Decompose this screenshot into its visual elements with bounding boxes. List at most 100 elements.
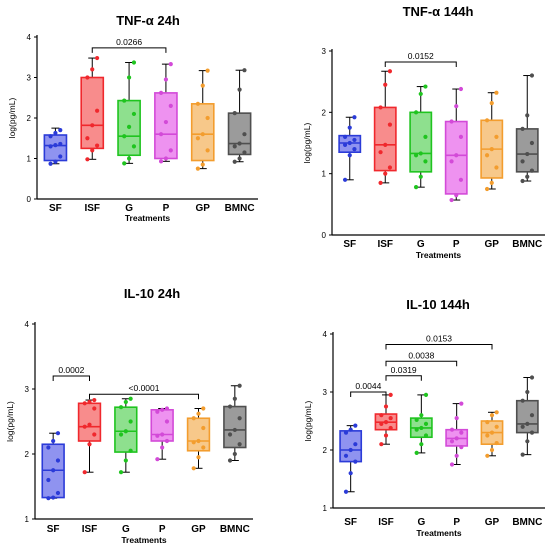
data-point — [383, 433, 389, 438]
x-tick-label: G — [417, 517, 425, 528]
data-point — [525, 174, 530, 179]
data-point — [201, 425, 206, 431]
data-point — [413, 185, 419, 190]
x-tick-label: P — [453, 517, 460, 528]
data-point — [494, 90, 499, 95]
data-point — [529, 73, 535, 78]
data-point — [232, 111, 237, 116]
data-point — [352, 147, 357, 152]
data-point — [347, 140, 352, 146]
y-tick-label: 3 — [25, 385, 30, 394]
data-point — [126, 75, 132, 80]
y-tick-label: 1 — [322, 170, 327, 179]
data-point — [449, 197, 454, 203]
data-point — [58, 154, 63, 159]
data-point — [227, 458, 233, 463]
data-point — [160, 407, 165, 412]
bracket-line — [52, 375, 90, 381]
data-point — [195, 166, 200, 171]
data-point — [126, 156, 132, 161]
box-iqr — [80, 76, 105, 150]
data-point — [55, 490, 61, 496]
data-point — [51, 495, 56, 500]
data-point — [343, 430, 349, 435]
data-point — [423, 421, 429, 426]
data-point — [163, 156, 169, 161]
data-point — [118, 470, 124, 475]
data-point — [205, 115, 210, 121]
bracket-line — [385, 343, 493, 350]
y-tick-label: 4 — [25, 320, 30, 329]
data-point — [494, 424, 499, 429]
data-point — [454, 104, 459, 109]
data-point — [205, 148, 210, 153]
data-point — [485, 433, 490, 438]
data-point — [458, 134, 464, 139]
box-p — [150, 406, 174, 462]
significance-bracket: 0.0266 — [91, 37, 167, 53]
data-point — [237, 87, 242, 92]
p-value-label: 0.0038 — [408, 350, 434, 360]
data-point — [160, 445, 165, 450]
data-point — [388, 392, 393, 397]
data-point — [348, 471, 353, 476]
data-point — [87, 422, 92, 427]
data-point — [242, 132, 247, 137]
box-iqr — [339, 430, 363, 463]
data-point — [529, 140, 535, 146]
data-point — [82, 401, 87, 406]
data-point — [520, 452, 525, 457]
data-point — [484, 186, 490, 192]
data-point — [92, 432, 97, 437]
x-tick-label: BMNC — [512, 239, 542, 250]
data-point — [379, 421, 384, 426]
data-point — [485, 420, 490, 425]
box-p — [445, 401, 469, 467]
data-point — [494, 165, 499, 170]
box-iqr — [77, 402, 102, 442]
data-point — [342, 134, 348, 139]
data-point — [489, 447, 495, 453]
data-point — [353, 442, 358, 447]
box-iqr — [223, 405, 247, 449]
p-value-label: 0.0044 — [355, 381, 381, 391]
data-point — [383, 404, 389, 409]
data-point — [529, 375, 535, 380]
data-point — [520, 424, 525, 429]
box-g — [409, 392, 433, 455]
data-point — [378, 150, 383, 155]
data-point — [164, 406, 170, 411]
box-sf — [338, 115, 362, 182]
chart-title: IL-10 144h — [406, 297, 470, 312]
data-point — [237, 156, 242, 161]
data-point — [423, 433, 429, 438]
data-point — [232, 159, 237, 164]
box-isf — [374, 392, 398, 447]
data-point — [489, 430, 495, 435]
data-point — [484, 118, 490, 123]
x-tick-label: GP — [191, 524, 206, 535]
data-point — [118, 405, 124, 410]
box-iqr — [515, 128, 539, 173]
data-point — [383, 142, 388, 147]
data-point — [419, 442, 424, 447]
data-point — [128, 396, 133, 401]
data-point — [388, 425, 393, 431]
y-tick-label: 2 — [25, 450, 30, 459]
y-tick-label: 2 — [27, 114, 32, 123]
box-p — [154, 62, 178, 164]
p-value-label: <0.0001 — [129, 383, 160, 393]
data-point — [95, 143, 100, 148]
data-point — [413, 110, 419, 115]
box-iqr — [444, 120, 468, 195]
data-point — [525, 151, 530, 157]
data-point — [205, 68, 210, 73]
data-point — [449, 159, 454, 164]
data-point — [494, 134, 499, 139]
p-value-label: 0.0152 — [408, 51, 434, 61]
data-point — [525, 439, 530, 444]
data-point — [525, 389, 530, 395]
data-point — [123, 458, 128, 463]
data-point — [237, 442, 242, 447]
